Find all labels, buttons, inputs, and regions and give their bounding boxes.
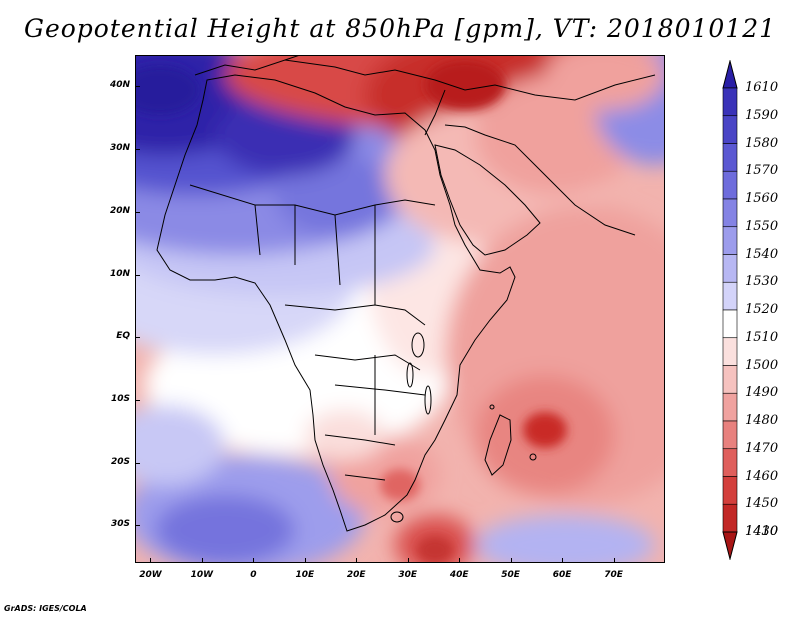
lon-tick [253, 558, 255, 563]
colorbar-segment [722, 503, 738, 533]
colorbar-segment [722, 115, 738, 144]
colorbar-segment [722, 254, 738, 283]
colorbar-segment [722, 365, 738, 394]
colorbar-label: 1560 [745, 191, 779, 206]
colorbar-label: 1490 [745, 385, 779, 401]
lon-tick [613, 558, 615, 563]
colorbar-segment [722, 281, 738, 311]
lat-label: 30S [110, 519, 130, 530]
colorbar-label: 1540 [745, 246, 779, 262]
colorbar-label: 1520 [745, 302, 779, 317]
lat-label: 10S [110, 393, 130, 404]
map-title: Geopotential Height at 850hPa [gpm], VT:… [23, 14, 777, 43]
colorbar-label: 1510 [745, 329, 779, 345]
lat-tick [135, 274, 140, 276]
colorbar-segment [722, 420, 738, 450]
lat-tick [135, 86, 140, 88]
colorbar-segment [722, 87, 738, 117]
colorbar-label: 1480 [745, 413, 779, 428]
colorbar-label: 1410 [745, 524, 779, 539]
lon-label: 60E [552, 570, 572, 580]
colorbar-label: 1530 [745, 274, 779, 290]
lon-label: 20E [346, 570, 366, 580]
lon-tick [201, 558, 203, 563]
lon-tick [356, 558, 358, 563]
lat-label: EQ [116, 331, 130, 342]
colorbar-label: 1550 [745, 218, 779, 234]
lon-tick [407, 558, 409, 563]
height-field [135, 55, 665, 563]
lon-label: 50E [501, 570, 520, 580]
lon-label: 40E [449, 570, 469, 580]
lon-tick [459, 558, 461, 563]
lon-label: 20W [139, 570, 162, 580]
lon-tick [304, 558, 306, 563]
lon-label: 10W [190, 570, 214, 580]
colorbar-segment [722, 170, 738, 200]
colorbar-segment [722, 143, 738, 172]
lat-tick [135, 462, 140, 464]
colorbar-label: 1430 [745, 524, 779, 539]
lat-label: 10N [109, 268, 130, 279]
colorbar-label: 1450 [745, 496, 779, 512]
lat-tick [135, 149, 140, 151]
lat-label: 20N [109, 205, 130, 216]
lat-tick [135, 337, 140, 339]
colorbar-label: 1470 [745, 440, 779, 456]
grads-credit: GrADS: IGES/COLA [4, 604, 87, 613]
lon-tick [562, 558, 564, 563]
lat-label: 40N [109, 80, 130, 91]
colorbar-segment [722, 476, 738, 505]
colorbar [722, 60, 738, 560]
colorbar-label: 1570 [745, 163, 779, 179]
colorbar-segment [722, 198, 738, 228]
lat-label: 30N [109, 143, 130, 154]
lon-tick [510, 558, 512, 563]
lon-label: 70E [604, 570, 623, 580]
lat-tick [135, 399, 140, 401]
lon-label: 0 [250, 570, 257, 580]
colorbar-segment [722, 448, 738, 477]
colorbar-label: 1610 [745, 80, 779, 95]
lat-tick [135, 211, 140, 213]
colorbar-segment [722, 309, 738, 339]
colorbar-segment [722, 392, 738, 422]
coastlines-and-borders [156, 55, 656, 532]
lon-label: 10E [295, 570, 315, 580]
geopotential-height-map [135, 55, 665, 563]
colorbar-label: 1590 [745, 107, 779, 123]
lon-label: 30E [398, 570, 418, 580]
colorbar-segment [722, 226, 738, 255]
colorbar-top-arrow [722, 60, 738, 89]
colorbar-label: 1460 [745, 468, 779, 484]
colorbar-bottom-arrow [722, 531, 738, 560]
lat-label: 20S [110, 456, 130, 467]
colorbar-segment [722, 337, 738, 366]
colorbar-label: 1580 [745, 135, 779, 151]
colorbar-label: 1500 [745, 357, 779, 373]
lon-tick [150, 558, 152, 563]
lat-tick [135, 525, 140, 527]
